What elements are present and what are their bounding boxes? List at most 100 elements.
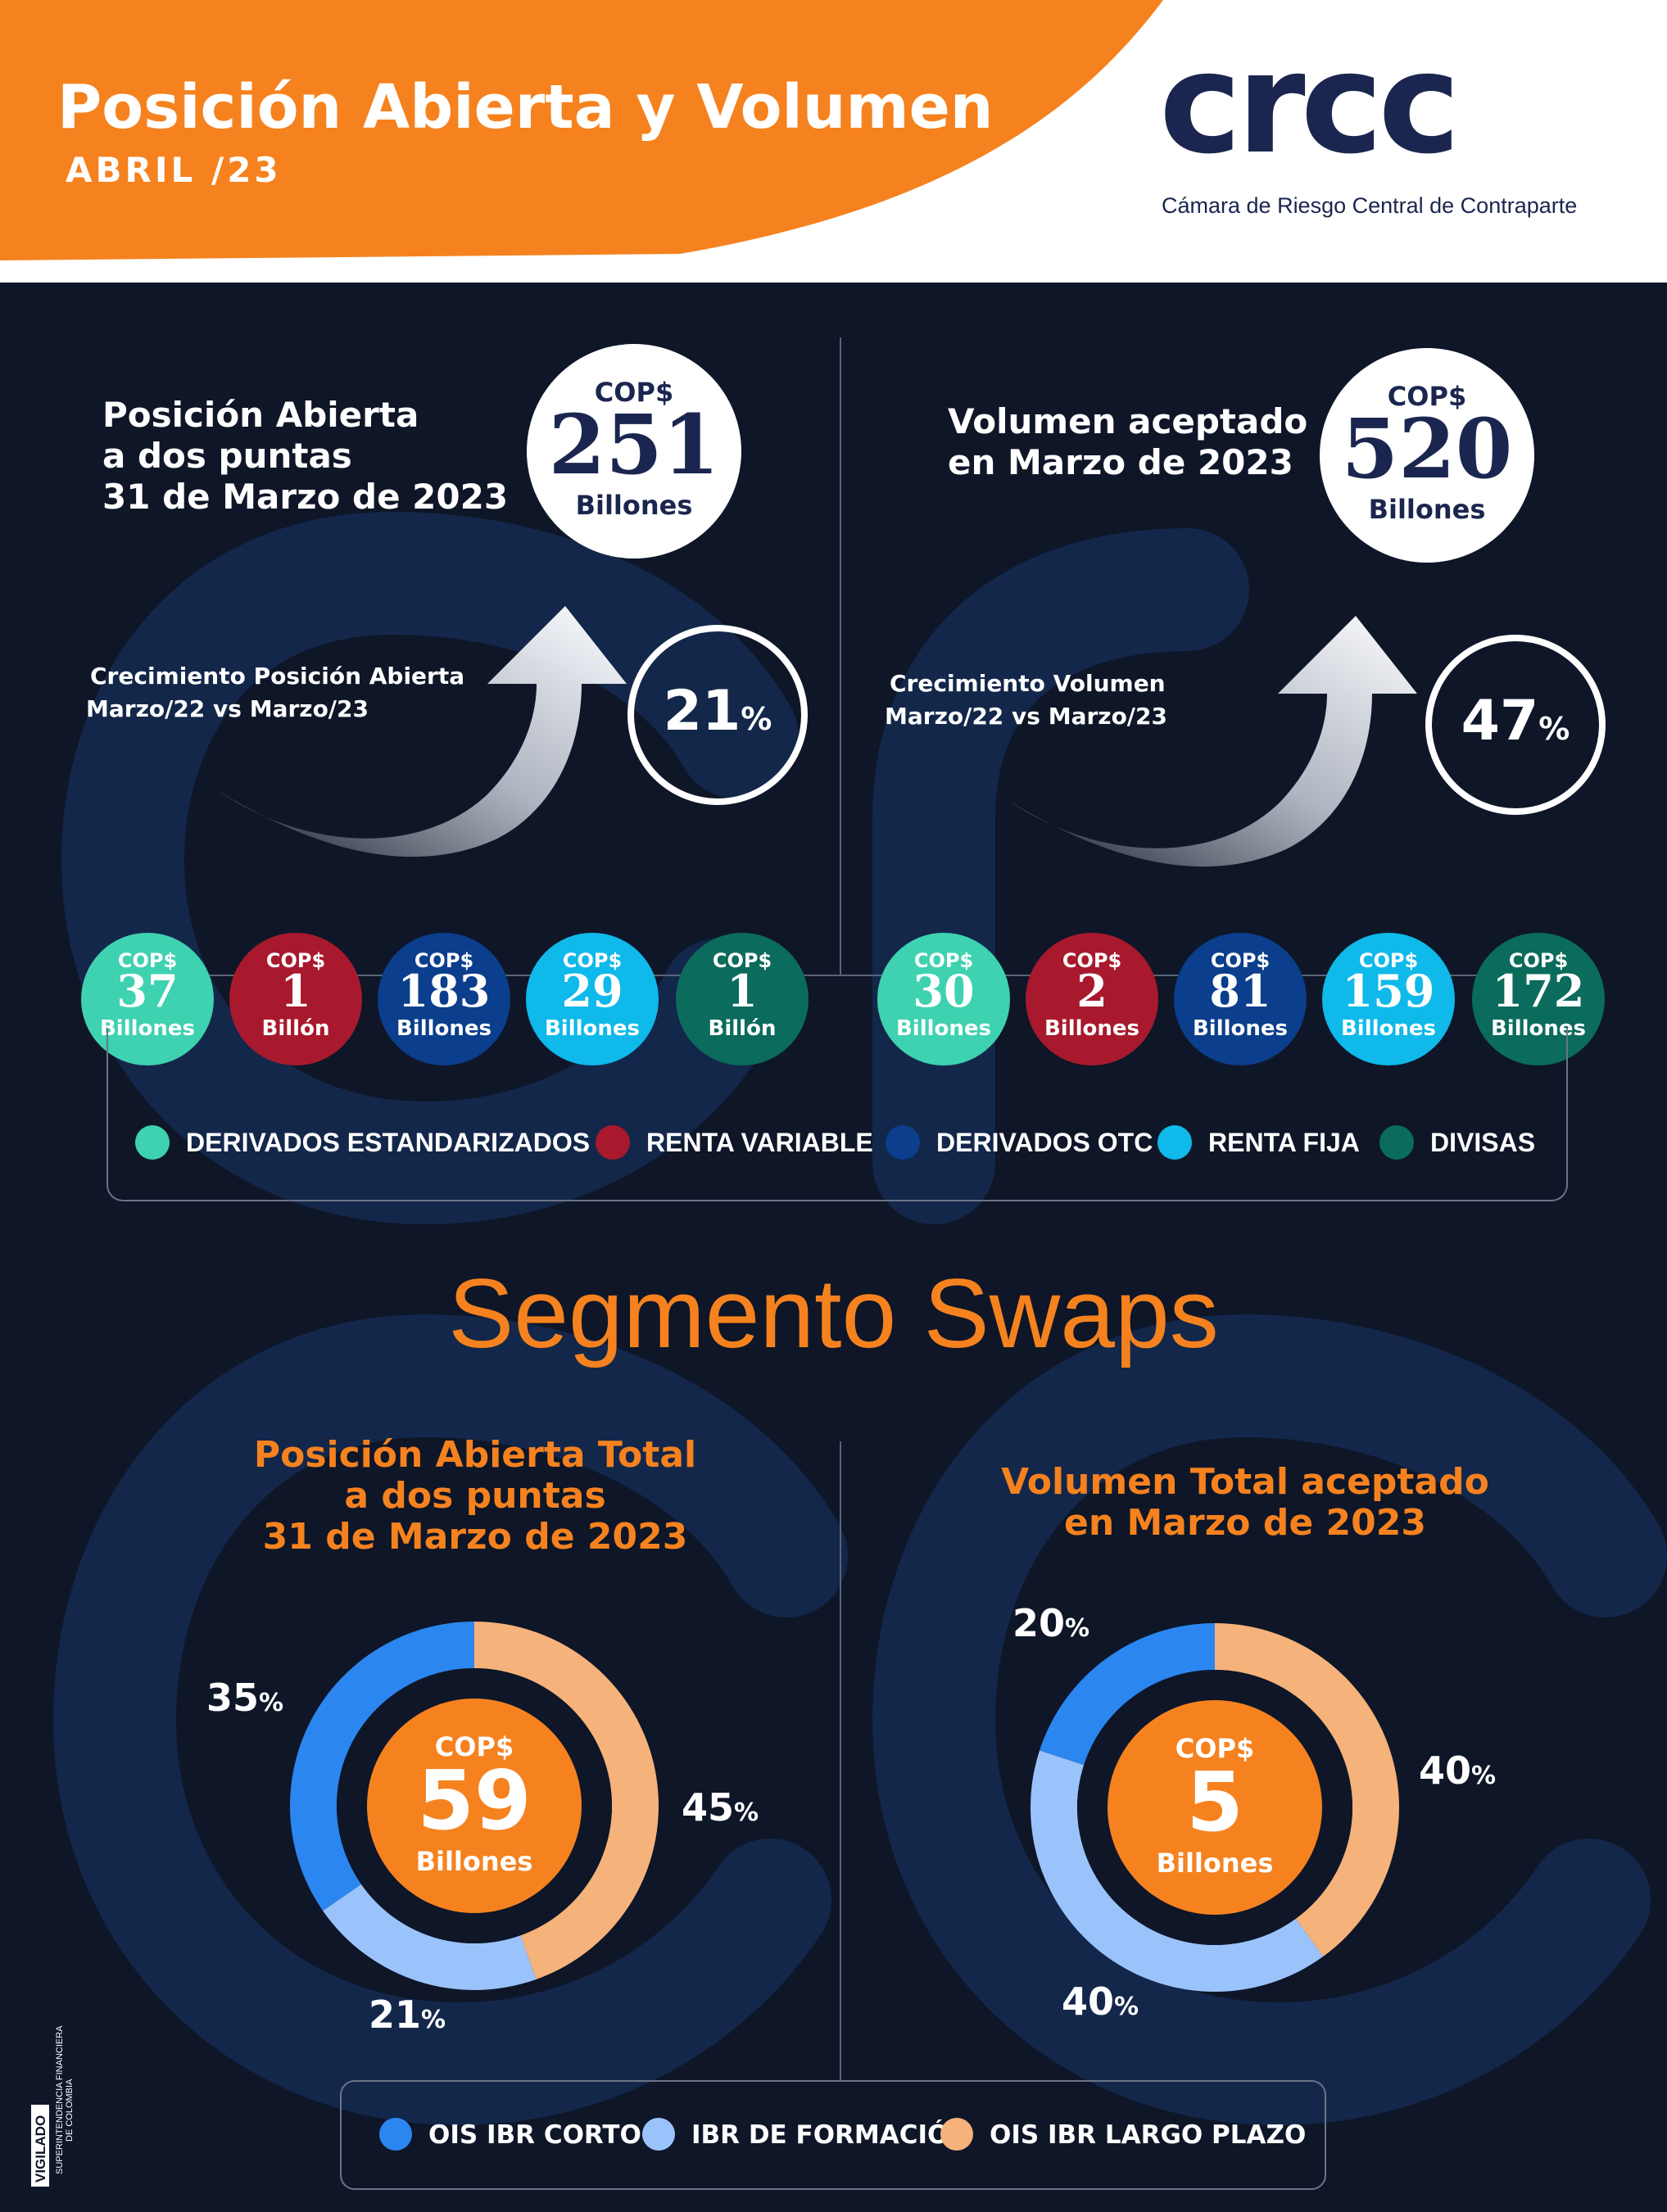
open-position-segment-circle: COP$ 1 Billón [229,933,362,1065]
unit-label: Billones [575,490,693,521]
volume-heading: Volumen aceptado en Marzo de 2023 [948,401,1307,483]
segment-legend-box [106,1028,1568,1201]
legend-color-dot [1157,1125,1192,1160]
volume-growth-circle: 47% [1425,635,1606,815]
percent-sign: % [259,1689,284,1717]
volume-segment-circle: COP$ 172 Billones [1472,933,1605,1065]
legend-color-dot [1379,1125,1414,1160]
open-position-segment-circle: COP$ 29 Billones [526,933,659,1065]
swaps-heading-line: Volumen Total aceptado [1001,1461,1489,1503]
background-logo-watermark [52,511,1667,2126]
top-vertical-divider [840,337,841,975]
swaps-open-position-value: 59 [417,1753,532,1848]
percent-value: 40 [1419,1748,1472,1793]
swaps-heading-line: Posición Abierta Total [253,1434,697,1476]
growth-arrow-icon [217,606,627,857]
open-position-heading-line: Posición Abierta [102,395,419,435]
legend-color-dot [135,1125,170,1160]
volume-segment-circle: COP$ 30 Billones [877,933,1010,1065]
legend-color-dot [940,2118,973,2151]
header: Posición Abierta y Volumen ABRIL /23 crc… [0,0,1667,283]
growth-label-line: Crecimiento Volumen [890,670,1166,697]
open-position-segment-circle: COP$ 1 Billón [676,933,809,1065]
donut-slice [1031,1750,1324,1992]
currency-label: COP$ [1062,949,1122,972]
donut-slice [290,1622,474,1911]
unit-label: Billones [895,1016,992,1041]
growth-value: 21 [663,679,741,744]
volume-heading-line: en Marzo de 2023 [948,442,1293,482]
open-position-total-value: 251 [548,396,720,493]
swaps-heading-line: en Marzo de 2023 [1064,1502,1426,1544]
bottom-vertical-divider [840,1441,841,2080]
open-position-total-circle: COP$ 251 Billones [527,344,741,559]
segment-value: 2 [1076,965,1108,1017]
currency-label: COP$ [265,949,326,972]
unit-label: Billones [415,1846,533,1877]
legend-label: DERIVADOS ESTANDARIZADOS [186,1128,591,1157]
segment-value: 37 [116,965,179,1017]
currency-label: COP$ [1508,949,1569,972]
legend-color-dot [642,2118,675,2151]
segment-value: 159 [1342,965,1435,1017]
logo-subtitle: Cámara de Riesgo Central de Contraparte [1162,193,1578,218]
percent-sign: % [734,1798,759,1827]
percent-value: 40 [1062,1979,1115,2024]
currency-label: COP$ [1387,381,1467,412]
open-position-heading: Posición Abierta a dos puntas 31 de Marz… [102,395,508,518]
top-horizontal-divider [106,975,1565,976]
donut-percent-label: 20% [1012,1601,1089,1645]
currency-label: COP$ [913,949,974,972]
currency-label: COP$ [562,949,623,972]
currency-label: COP$ [594,377,674,408]
currency-label: COP$ [117,949,178,972]
open-position-growth-label: Crecimiento Posición Abierta Marzo/22 vs… [86,660,464,726]
unit-label: Billones [1340,1016,1437,1041]
percent-sign: % [421,2006,446,2034]
segment-value: 30 [913,965,975,1017]
volume-total-value: 520 [1341,400,1513,497]
currency-label: COP$ [712,949,772,972]
volume-growth-percent: 47% [1432,689,1599,753]
donut-percent-label: 21% [369,1993,446,2037]
legend-color-dot [886,1125,920,1160]
swaps-legend-box [340,2080,1326,2190]
open-position-heading-line: a dos puntas [102,436,352,476]
superintendencia-line: DE COLOMBIA [65,2079,74,2142]
legend-label: RENTA FIJA [1208,1128,1360,1157]
percent-value: 20 [1012,1601,1066,1645]
unit-label: Billones [1044,1016,1140,1041]
open-position-segment-circle: COP$ 183 Billones [378,933,510,1065]
donut-percent-label: 40% [1062,1979,1139,2024]
legend-color-dot [379,2118,412,2151]
percent-sign: % [741,701,772,737]
volume-segment-circle: COP$ 2 Billones [1026,933,1158,1065]
swaps-volume-center: COP$ 5 Billones [1108,1700,1322,1915]
currency-label: COP$ [1210,949,1271,972]
donut-percent-label: 45% [682,1785,759,1830]
donut-slice [474,1622,659,1979]
segment-value: 1 [280,965,311,1017]
legend-label: OIS IBR CORTO [428,2120,641,2150]
header-orange-band [0,0,1163,260]
percent-value: 21 [369,1993,422,2037]
donut-slice [1215,1623,1399,1957]
page-title: Posición Abierta y Volumen [57,72,994,142]
segment-value: 183 [397,965,491,1017]
unit-label: Billones [396,1016,492,1041]
swaps-volume-value: 5 [1186,1754,1243,1850]
swaps-heading-line: 31 de Marzo de 2023 [262,1516,688,1558]
open-position-growth-circle: 21% [627,625,808,805]
currency-label: COP$ [414,949,474,972]
swaps-open-position-heading: Posición Abierta Total a dos puntas 31 d… [238,1435,713,1558]
volume-segment-circle: COP$ 81 Billones [1174,933,1307,1065]
growth-label-line: Marzo/22 vs Marzo/23 [86,695,369,722]
unit-label: Billones [1490,1016,1587,1041]
currency-label: COP$ [434,1731,514,1762]
swaps-volume-heading: Volumen Total aceptado en Marzo de 2023 [983,1462,1507,1544]
unit-label: Billones [1368,494,1486,525]
unit-label: Billones [1156,1848,1274,1879]
crcc-logo: crcc [1159,53,1461,176]
swaps-section-title: Segmento Swaps [448,1259,1219,1368]
growth-label-line: Marzo/22 vs Marzo/23 [885,703,1167,730]
